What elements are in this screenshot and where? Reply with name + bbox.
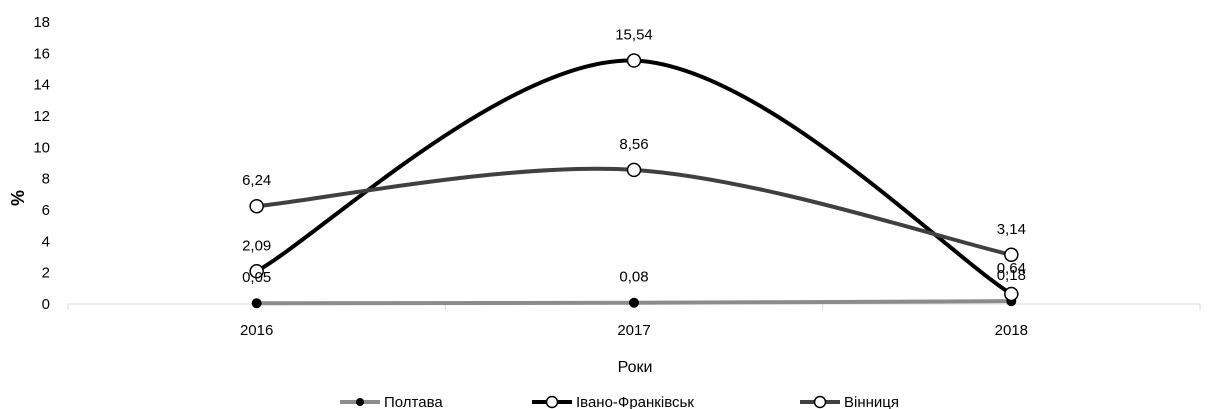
series-lines xyxy=(249,53,1019,309)
series-point xyxy=(249,264,264,279)
data-label: 2,09 xyxy=(242,237,271,254)
series-point xyxy=(251,298,262,309)
series-1 xyxy=(249,53,1019,302)
series-point xyxy=(629,297,639,308)
series-line xyxy=(254,58,1014,296)
legend-label: Полтава xyxy=(384,394,443,409)
series-point xyxy=(626,162,642,178)
series-point xyxy=(626,53,642,68)
y-tick-label: 8 xyxy=(42,171,50,188)
y-tick-label: 14 xyxy=(33,77,50,94)
legend-item: Івано-Франківськ xyxy=(532,394,694,409)
data-label: 15,54 xyxy=(615,27,653,44)
data-label: 0,05 xyxy=(242,269,271,286)
y-tick-label: 0 xyxy=(42,296,50,313)
legend-item: Вінниця xyxy=(800,394,899,409)
x-tick-label: 2018 xyxy=(995,322,1028,339)
data-label: 0,18 xyxy=(997,267,1026,284)
y-tick-label: 10 xyxy=(33,139,50,156)
y-tick-label: 2 xyxy=(42,265,50,282)
legend: Полтава Івано-Франківськ Вінниця xyxy=(340,394,899,409)
data-label: 3,14 xyxy=(997,221,1026,238)
y-tick-label: 16 xyxy=(33,45,50,62)
data-label: 0,64 xyxy=(997,260,1026,277)
y-axis-title: % xyxy=(8,190,28,206)
legend-swatch-marker xyxy=(813,395,827,409)
y-tick-label: 18 xyxy=(33,14,50,31)
series-point xyxy=(249,198,264,214)
series-0 xyxy=(251,296,1017,309)
y-tick-label: 12 xyxy=(33,108,50,125)
legend-swatch-marker xyxy=(356,398,364,406)
series-point xyxy=(1004,286,1019,302)
x-tick-label: 2016 xyxy=(240,322,273,339)
legend-swatch-marker xyxy=(545,395,559,409)
legend-label: Вінниця xyxy=(844,394,899,409)
data-label: 6,24 xyxy=(242,172,271,189)
axes: 0 2 4 6 8 10 12 14 16 18 2016 2017 2018 xyxy=(33,14,1201,339)
x-tick-label: 2017 xyxy=(617,322,650,339)
data-label: 0,08 xyxy=(619,269,648,286)
y-tick-label: 6 xyxy=(42,202,50,219)
y-tick-label: 4 xyxy=(42,233,50,250)
data-labels: 0,05 0,08 0,18 2,09 15,54 0,64 6,24 8,56 3,14 xyxy=(242,27,1026,287)
series-2 xyxy=(249,162,1019,263)
data-label: 8,56 xyxy=(619,136,648,153)
x-axis-title: Роки xyxy=(618,359,653,376)
series-point xyxy=(1004,247,1019,263)
series-line xyxy=(254,166,1014,257)
legend-item: Полтава xyxy=(340,394,443,409)
legend-label: Івано-Франківськ xyxy=(576,394,694,409)
